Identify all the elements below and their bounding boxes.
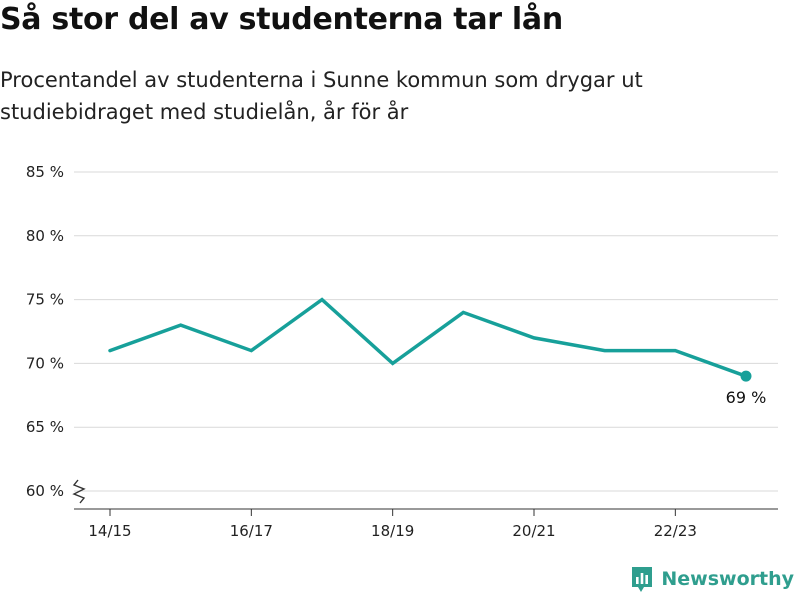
x-tick-label: 22/23: [654, 522, 697, 540]
newsworthy-logo: Newsworthy: [630, 564, 794, 594]
x-tick-label: 14/15: [88, 522, 131, 540]
x-tick-label: 20/21: [512, 522, 555, 540]
chart-subtitle: Procentandel av studenterna i Sunne komm…: [0, 68, 643, 124]
y-tick-label: 70 %: [26, 354, 64, 372]
x-tick-label: 18/19: [371, 522, 414, 540]
y-tick-label: 85 %: [26, 163, 64, 181]
y-tick-label: 75 %: [26, 291, 64, 309]
y-tick-label: 80 %: [26, 227, 64, 245]
last-data-point: [740, 370, 752, 382]
y-axis-break-icon: [72, 479, 86, 504]
y-tick-label: 60 %: [26, 482, 64, 500]
series-line: [108, 297, 748, 378]
x-axis: 14/15 16/17 18/19 20/21 22/23: [74, 508, 778, 540]
last-value-label: 69 %: [726, 388, 767, 407]
y-axis-labels: 60 % 65 % 70 % 75 % 80 % 85 %: [26, 163, 64, 500]
gridlines: [74, 171, 778, 492]
newsworthy-logo-text: Newsworthy: [661, 568, 794, 590]
series: 69 %: [108, 297, 767, 407]
x-tick-label: 16/17: [230, 522, 273, 540]
newsworthy-logo-icon: [632, 567, 653, 592]
chart-title: Så stor del av studenterna tar lån: [0, 2, 563, 37]
y-tick-label: 65 %: [26, 418, 64, 436]
